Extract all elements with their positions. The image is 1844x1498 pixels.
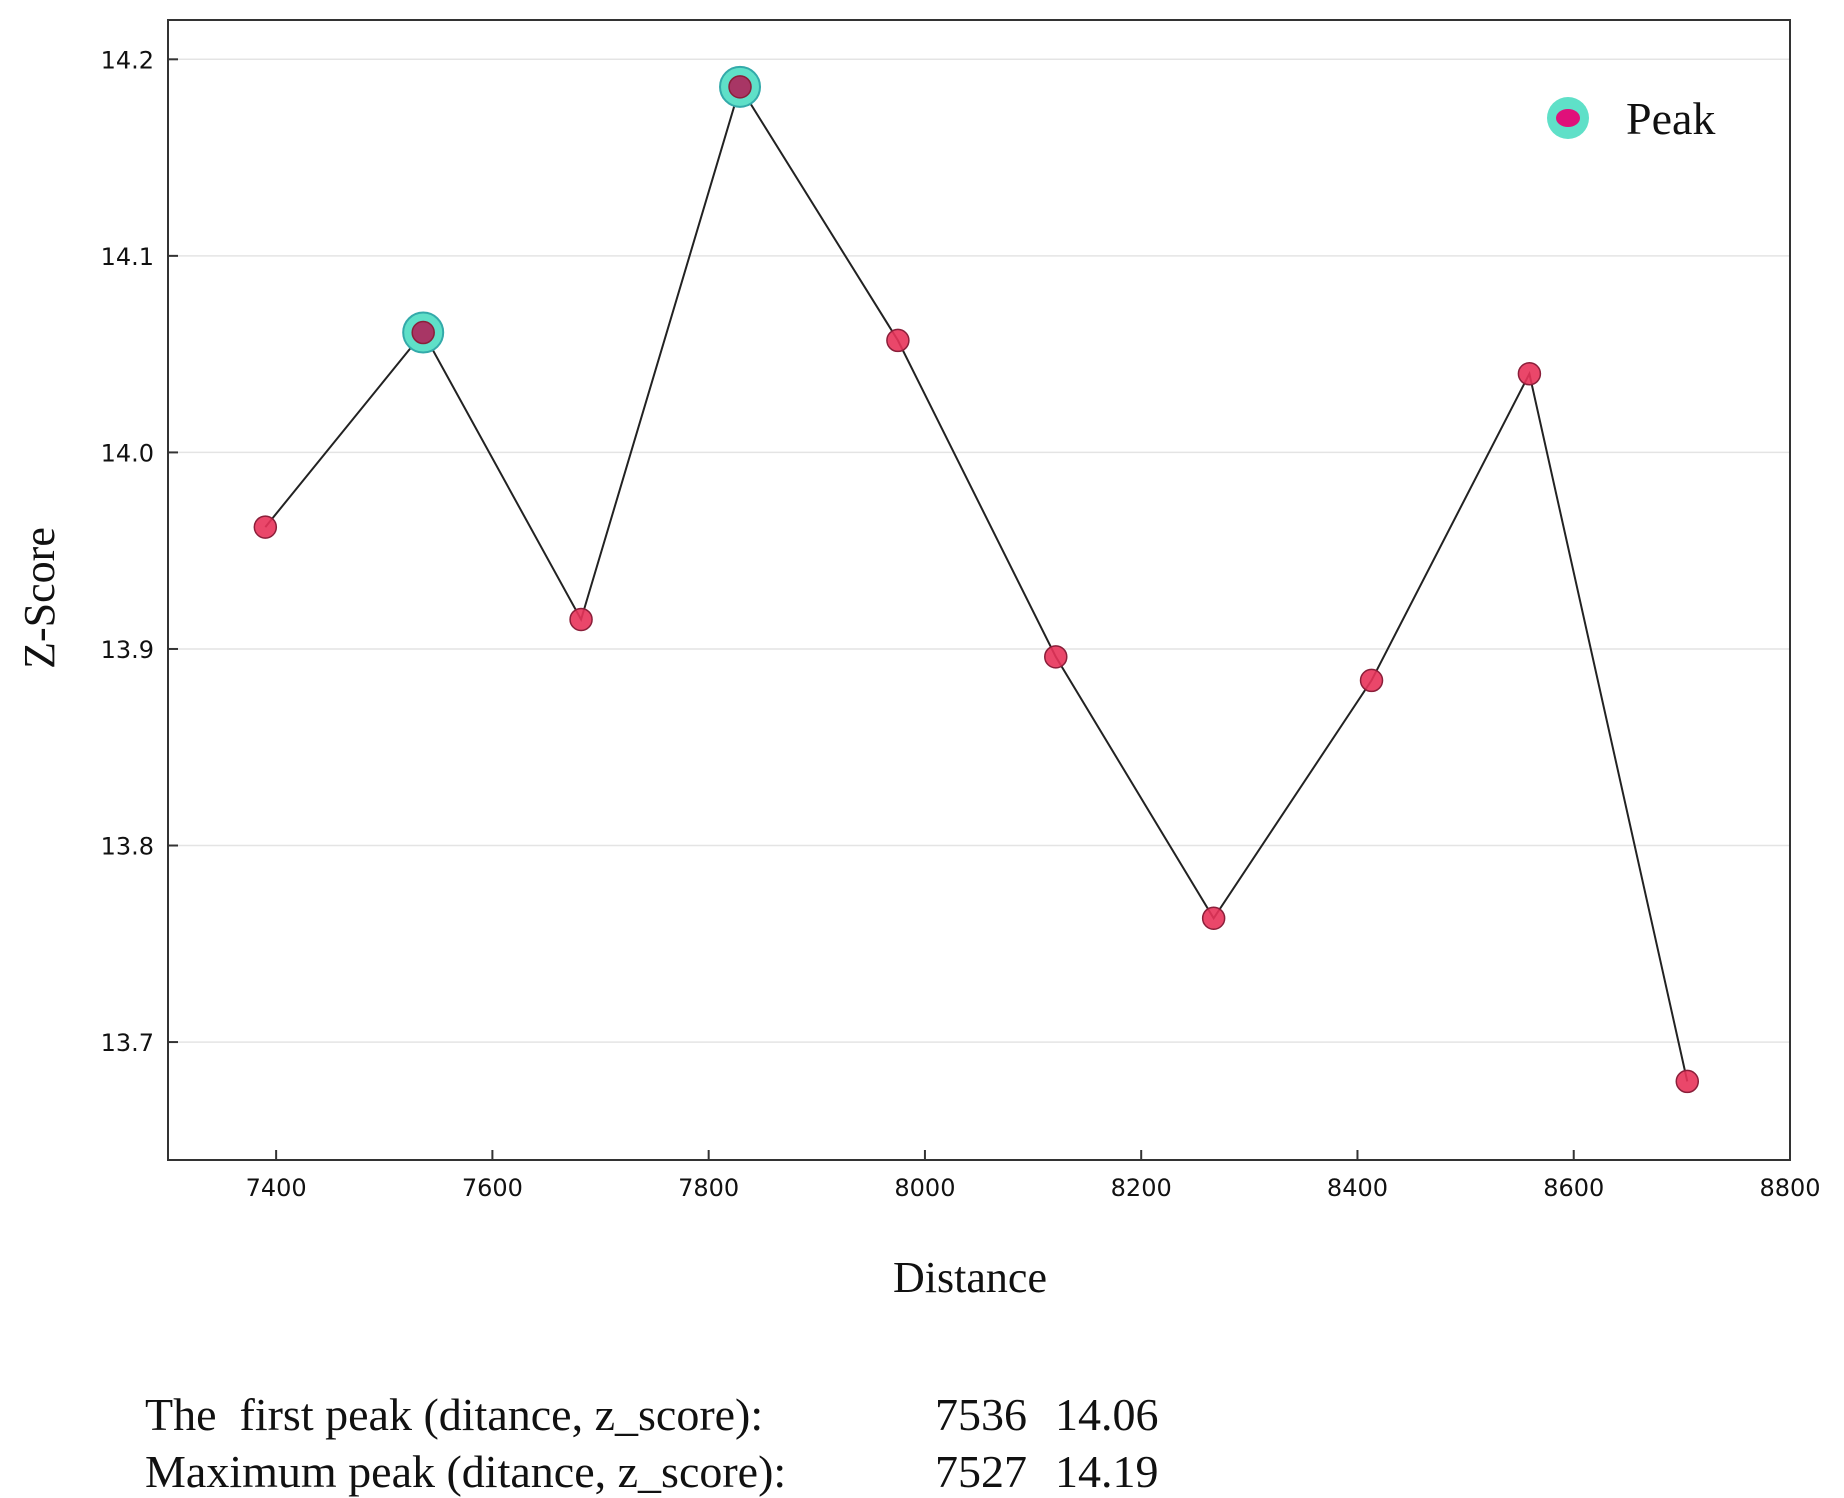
legend: Peak: [1547, 93, 1715, 144]
max-peak-z-score: 14.19: [1055, 1446, 1159, 1497]
z-score-line: [264, 84, 1689, 1082]
y-tick-label: 14.2: [101, 46, 154, 74]
y-tick-label: 13.8: [101, 833, 154, 861]
z-score-chart: 13.7 13.8 13.9 14.0 14.1 14.2 7400 7600 7800 8000…: [15, 19, 1821, 1302]
first-peak-label: The first peak (ditance, z_score):: [145, 1389, 764, 1440]
first-peak-summary: The first peak (ditance, z_score): 7536 14…: [122, 1335, 1195, 1441]
y-tick-label: 13.9: [101, 636, 154, 664]
max-peak-label: Maximum peak (ditance, z_score):: [145, 1446, 787, 1497]
y-tick-label: 14.0: [101, 439, 154, 467]
data-point: [1517, 362, 1542, 386]
data-point: [1675, 1069, 1700, 1094]
x-tick-label: 8000: [894, 1174, 955, 1202]
x-axis-title: Distance: [893, 1253, 1047, 1302]
data-point: [569, 607, 593, 632]
x-tick-label: 7800: [678, 1174, 739, 1202]
data-point: [1359, 668, 1384, 693]
max-peak-distance: 7527: [935, 1446, 1027, 1497]
grid-lines: [168, 58, 1790, 1043]
x-tick-label: 8200: [1111, 1174, 1172, 1202]
axis-ticks: 13.7 13.8 13.9 14.0 14.1 14.2 7400 7600 7800 8000…: [101, 46, 1821, 1202]
legend-peak-marker-icon: [1556, 109, 1580, 127]
data-point: [1201, 906, 1226, 930]
peak-point: [411, 320, 435, 345]
x-tick-label: 7400: [246, 1174, 307, 1202]
maximum-peak-summary: Maximum peak (ditance, z_score): 7527 14.1…: [122, 1392, 1195, 1498]
data-points: [253, 65, 1700, 1094]
legend-label-peak: Peak: [1626, 93, 1715, 144]
first-peak-z-score: 14.06: [1055, 1389, 1159, 1440]
plot-frame: [167, 19, 1791, 1161]
data-point: [886, 328, 910, 353]
y-tick-label: 14.1: [101, 243, 154, 271]
series-line: [264, 84, 1689, 1082]
first-peak-distance: 7536: [935, 1389, 1027, 1440]
y-tick-label: 13.7: [101, 1029, 154, 1057]
data-point: [253, 515, 278, 539]
x-tick-label: 7600: [462, 1174, 523, 1202]
peak-point: [728, 75, 752, 99]
x-tick-label: 8800: [1759, 1174, 1820, 1202]
x-tick-label: 8400: [1327, 1174, 1388, 1202]
y-axis-title: Z-Score: [15, 527, 64, 669]
x-tick-label: 8600: [1543, 1174, 1604, 1202]
data-point: [1044, 645, 1068, 669]
